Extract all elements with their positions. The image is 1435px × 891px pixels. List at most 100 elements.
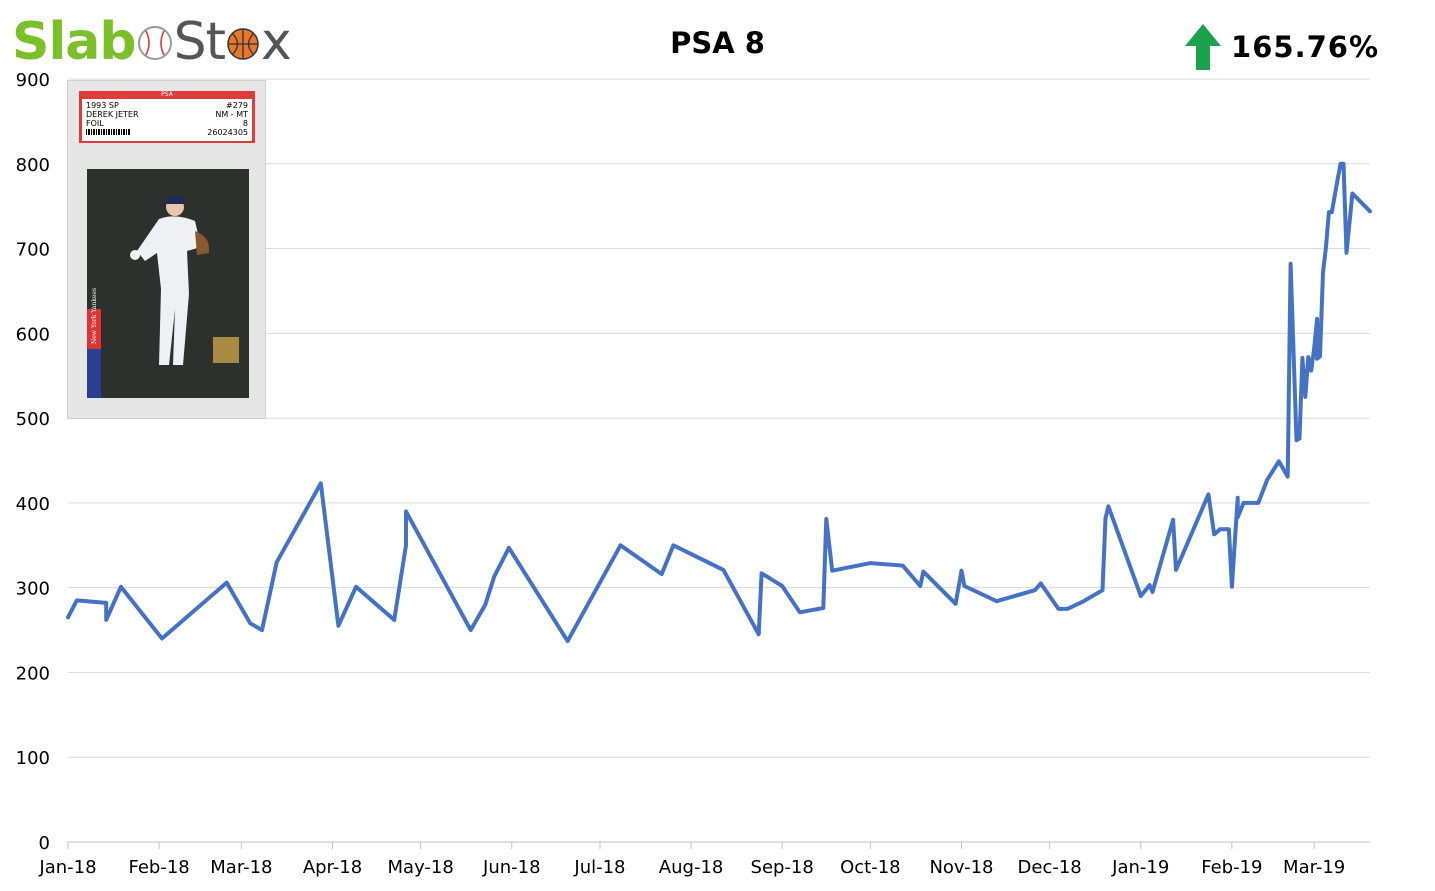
data-point (493, 575, 496, 578)
data-point (337, 625, 340, 627)
data-point (1107, 505, 1110, 508)
card-photo: New York Yankees (87, 169, 249, 398)
data-point (1298, 437, 1301, 440)
data-point (869, 562, 872, 564)
barcode-icon (86, 129, 130, 135)
data-point (249, 622, 251, 625)
data-point (1066, 608, 1069, 610)
x-tick-label: Oct-18 (840, 857, 901, 878)
data-point (393, 619, 396, 621)
data-point (1310, 369, 1312, 372)
series (66, 161, 1372, 644)
data-point (1304, 396, 1307, 398)
data-point (1266, 479, 1268, 481)
data-point (405, 544, 407, 547)
data-point (825, 518, 828, 520)
y-tick-label: 400 (16, 494, 50, 515)
y-tick-label: 700 (16, 240, 50, 261)
card-label-right: #279 NM - MT 8 26024305 (207, 101, 248, 139)
data-point (405, 510, 407, 513)
data-point (1322, 271, 1324, 274)
data-point (484, 603, 487, 606)
data-point (1307, 356, 1310, 358)
data-point (120, 586, 122, 588)
graded-card-image: PSA 1993 SP DEREK JETER FOIL #279 NM - M… (67, 80, 266, 419)
logo-part-st: St (173, 12, 226, 72)
data-point (1351, 192, 1354, 195)
data-point (76, 599, 78, 602)
data-point (355, 586, 357, 588)
y-tick-label: 600 (16, 324, 50, 345)
data-point (261, 629, 263, 631)
data-point (566, 640, 569, 642)
data-point (1175, 569, 1177, 571)
data-point (1325, 246, 1327, 249)
data-point (1104, 517, 1107, 519)
x-tick-label: Sep-18 (751, 857, 814, 878)
y-tick-label: 200 (16, 663, 50, 684)
svg-text:New York Yankees: New York Yankees (91, 288, 98, 344)
data-point (619, 544, 622, 547)
data-point (1331, 211, 1333, 213)
data-point (1151, 591, 1154, 593)
data-point (1034, 589, 1036, 591)
data-point (1207, 493, 1210, 496)
data-point (1316, 318, 1318, 320)
data-point (781, 585, 783, 587)
x-tick-label: Aug-18 (659, 857, 724, 878)
x-tick-label: Nov-18 (929, 857, 993, 878)
data-point (1242, 502, 1245, 504)
data-point (954, 603, 957, 605)
data-point (1339, 163, 1342, 165)
axes: 0 100 200 300 400 500 600 700 800 900 Jan-18 Feb-18… (16, 70, 1370, 878)
data-point (1369, 210, 1371, 213)
data-point (660, 573, 663, 575)
data-point (275, 561, 278, 563)
data-point (672, 544, 675, 547)
y-tick-label: 300 (16, 579, 50, 600)
data-point (1148, 584, 1151, 586)
data-point (922, 570, 925, 573)
baseball-icon (137, 26, 172, 60)
x-tick-label: Jul-18 (573, 857, 625, 878)
x-tick-label: Jun-18 (482, 857, 541, 878)
data-point (1257, 502, 1260, 504)
data-point (822, 607, 825, 609)
up-arrow-icon (1185, 24, 1222, 70)
card-cert: 26024305 (207, 128, 248, 137)
y-tick-label: 800 (16, 155, 50, 176)
data-point (1219, 528, 1221, 530)
y-tick-label: 0 (39, 833, 50, 854)
data-point (757, 633, 760, 636)
data-point (508, 547, 510, 549)
gridlines (68, 78, 1370, 758)
card-player: DEREK JETER (86, 110, 139, 119)
data-point (1231, 586, 1233, 588)
data-point (161, 637, 163, 640)
card-set: 1993 SP (86, 101, 119, 110)
data-point (901, 564, 904, 567)
x-tick-label: Feb-19 (1201, 857, 1262, 878)
x-tick-label: Mar-19 (1283, 857, 1345, 878)
card-grade: 8 (242, 119, 248, 128)
data-point (1213, 533, 1215, 536)
data-point (1301, 357, 1304, 359)
card-variant: FOIL (86, 119, 104, 128)
data-point (1345, 252, 1348, 254)
data-point (105, 602, 107, 604)
data-point (963, 585, 966, 587)
x-tick-label: Mar-18 (210, 857, 272, 878)
data-point (225, 581, 228, 584)
data-point (831, 569, 833, 572)
data-point (919, 585, 922, 587)
data-point (320, 482, 322, 485)
data-point (469, 629, 472, 631)
y-tick-label: 500 (16, 409, 50, 430)
data-point (1286, 475, 1289, 478)
x-tick-label: Dec-18 (1018, 857, 1082, 878)
card-grade-text: NM - MT (215, 110, 248, 119)
data-point (1140, 595, 1142, 597)
data-point (1172, 519, 1174, 521)
data-point (67, 616, 69, 619)
